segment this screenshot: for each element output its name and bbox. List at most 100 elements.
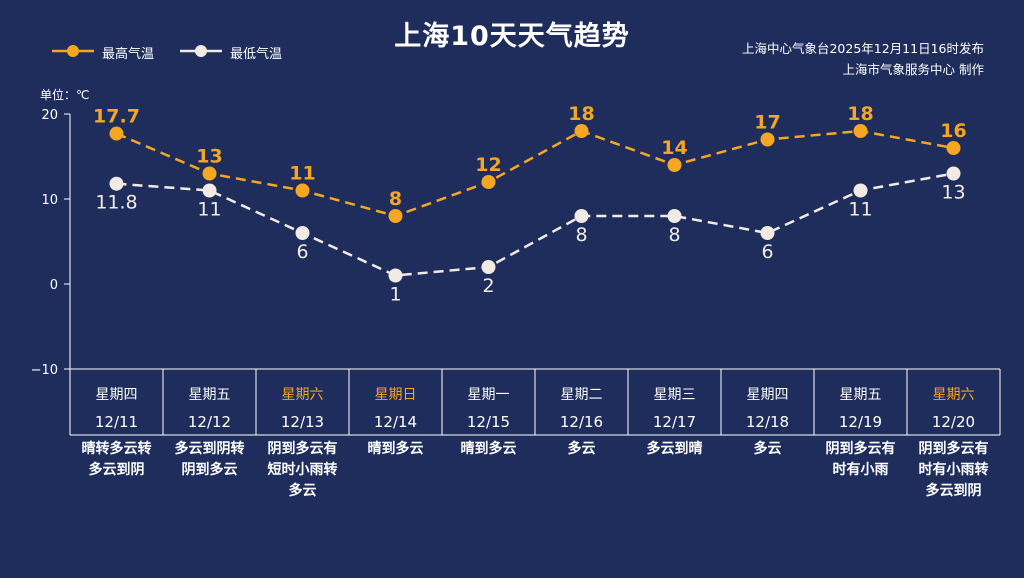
date-label: 12/12 xyxy=(187,413,232,431)
y-tick-label: 20 xyxy=(41,108,58,123)
weather-description-line: 多云到阴 xyxy=(88,462,145,478)
data-point-high xyxy=(388,209,403,223)
weather-description-line: 阴到多云 xyxy=(181,462,238,478)
weather-description-line: 短时小雨转 xyxy=(267,462,338,478)
data-label-high: 16 xyxy=(940,120,966,142)
data-point-low xyxy=(202,183,217,198)
date-label: 12/15 xyxy=(466,413,511,431)
data-point-high xyxy=(946,141,961,155)
y-axis-unit: 单位：℃ xyxy=(40,88,90,102)
data-point-low xyxy=(760,226,775,240)
weather-description: 阴到多云有时有小雨转多云到阴 xyxy=(907,439,1000,502)
data-label-low: 1 xyxy=(389,284,401,306)
data-label-low: 11 xyxy=(197,199,221,221)
data-point-low xyxy=(295,226,310,240)
weather-description: 阴到多云有短时小雨转多云 xyxy=(256,439,349,502)
data-label-low: 8 xyxy=(575,224,587,246)
data-label-low: 11 xyxy=(848,199,872,221)
weekday-label: 星期五 xyxy=(188,387,231,403)
weather-description: 多云到阴转 阴到多云 xyxy=(163,439,256,481)
data-label-high: 13 xyxy=(196,146,222,168)
y-tick-label: −10 xyxy=(31,363,58,378)
series-line-high xyxy=(116,129,954,218)
date-label: 12/13 xyxy=(280,413,325,431)
weather-description-line: 晴转多云转 xyxy=(81,441,152,457)
weather-description-line: 多云到晴 xyxy=(646,441,703,457)
data-label-high: 18 xyxy=(568,103,594,125)
weather-description-line: 多云 xyxy=(288,483,317,499)
weather-description-line: 阴到多云有 xyxy=(918,441,989,457)
date-label: 12/18 xyxy=(745,413,790,431)
data-point-low xyxy=(388,268,403,283)
data-label-low: 13 xyxy=(941,182,965,204)
weather-description-line: 阴到多云有 xyxy=(267,441,338,457)
data-point-high xyxy=(109,126,124,141)
data-label-high: 12 xyxy=(475,154,501,176)
data-point-high xyxy=(202,166,217,181)
data-label-low: 11.8 xyxy=(95,192,137,214)
date-label: 12/20 xyxy=(931,413,976,431)
source-info: 上海中心气象台2025年12月11日16时发布 上海市气象服务中心 制作 xyxy=(742,38,984,80)
weather-description: 晴到多云 xyxy=(442,439,535,460)
data-label-low: 8 xyxy=(668,224,680,246)
legend-low-label: 最低气温 xyxy=(230,47,283,62)
data-label-low: 2 xyxy=(482,275,494,297)
data-label-high: 11 xyxy=(289,163,315,185)
data-point-low xyxy=(853,183,868,198)
data-point-low xyxy=(574,209,589,223)
weather-description: 多云 xyxy=(721,439,814,460)
data-point-low xyxy=(481,260,496,274)
weekday-label: 星期四 xyxy=(746,387,789,403)
weekday-label: 星期五 xyxy=(839,387,882,403)
data-label-high: 18 xyxy=(847,103,873,125)
weekday-label: 星期二 xyxy=(560,387,603,403)
data-label-low: 6 xyxy=(296,241,308,263)
y-tick-label: 10 xyxy=(41,193,58,208)
page-title: 上海10天天气趋势 xyxy=(394,21,630,52)
date-label: 12/11 xyxy=(94,413,139,431)
date-label: 12/14 xyxy=(373,413,418,431)
data-label-low: 6 xyxy=(761,241,773,263)
data-point-high xyxy=(853,124,868,138)
weather-description: 晴转多云转 多云到阴 xyxy=(70,439,163,481)
weather-description-line: 多云到阴 xyxy=(925,483,982,499)
weekday-label: 星期六 xyxy=(281,387,324,403)
data-label-high: 8 xyxy=(389,188,402,210)
source-line-2: 上海市气象服务中心 制作 xyxy=(842,62,984,77)
weather-description-line: 时有小雨 xyxy=(832,462,889,478)
legend-low-marker xyxy=(180,45,222,57)
weather-description-line: 时有小雨转 xyxy=(918,462,989,478)
data-point-low xyxy=(109,176,124,191)
data-point-low xyxy=(946,166,961,181)
data-label-high: 17.7 xyxy=(93,106,140,128)
weather-description: 阴到多云有 时有小雨 xyxy=(814,439,907,481)
date-label: 12/19 xyxy=(838,413,883,431)
weather-description: 多云 xyxy=(535,439,628,460)
weather-description: 多云到晴 xyxy=(628,439,721,460)
series-line-low xyxy=(116,172,954,277)
data-point-high xyxy=(667,158,682,172)
data-point-high xyxy=(760,132,775,147)
date-label: 12/16 xyxy=(559,413,604,431)
data-label-high: 14 xyxy=(661,137,687,159)
weekday-label: 星期日 xyxy=(374,387,417,403)
data-label-high: 17 xyxy=(754,112,780,134)
weekday-label: 星期六 xyxy=(932,387,975,403)
source-line-1: 上海中心气象台2025年12月11日16时发布 xyxy=(741,41,984,56)
data-point-high xyxy=(574,124,589,138)
data-point-high xyxy=(295,183,310,198)
weather-description-line: 多云 xyxy=(567,441,596,457)
weekday-label: 星期四 xyxy=(95,387,138,403)
weather-description-line: 晴到多云 xyxy=(367,441,424,457)
y-tick-label: 0 xyxy=(50,278,58,293)
weather-description-line: 阴到多云有 xyxy=(825,441,896,457)
legend-high-marker xyxy=(52,45,94,57)
data-point-high xyxy=(481,175,496,189)
weather-description-line: 多云 xyxy=(753,441,782,457)
date-label: 12/17 xyxy=(652,413,697,431)
legend-high-label: 最高气温 xyxy=(102,47,155,62)
data-point-low xyxy=(667,209,682,223)
weather-description: 晴到多云 xyxy=(349,439,442,460)
